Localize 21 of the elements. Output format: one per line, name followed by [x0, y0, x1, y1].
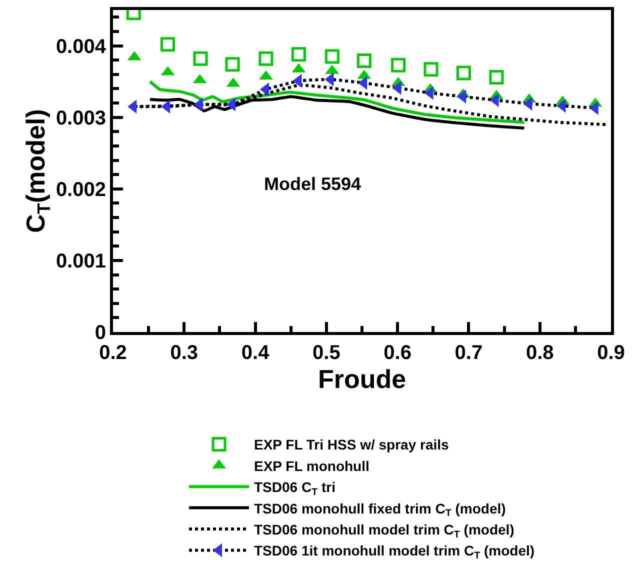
- x-axis-title: Froude: [318, 364, 406, 394]
- x-tick-label: 0.2: [99, 342, 127, 364]
- legend-label: TSD06 1it monohull model trim C$_{T}$ (model): [254, 542, 535, 562]
- x-tick-label: 0.6: [384, 342, 412, 364]
- legend-label: TSD06 monohull fixed trim C$_{T}$ (model): [254, 500, 506, 520]
- x-tick-label: 0.3: [170, 342, 198, 364]
- y-tick-label: 0.001: [56, 250, 106, 272]
- y-tick-label: 0: [94, 322, 106, 344]
- x-tick-label: 0.8: [526, 342, 554, 364]
- legend-label: TSD06 C$_{T}$ tri: [254, 479, 336, 498]
- annotation: Model 5594: [264, 174, 362, 194]
- legend-label: EXP FL monohull: [254, 458, 370, 474]
- x-tick-label: 0.4: [241, 342, 270, 364]
- x-tick-label: 0.5: [312, 342, 340, 364]
- x-tick-label: 0.9: [597, 342, 625, 364]
- y-tick-label: 0.004: [56, 36, 107, 58]
- y-tick-label: 0.003: [56, 107, 106, 130]
- y-tick-label: 0.002: [56, 178, 106, 201]
- x-tick-label: 0.7: [454, 342, 483, 364]
- legend-label: TSD06 monohull model trim C$_{T}$ (model): [254, 521, 514, 540]
- legend-label: EXP FL Tri HSS w/ spray rails: [254, 436, 450, 453]
